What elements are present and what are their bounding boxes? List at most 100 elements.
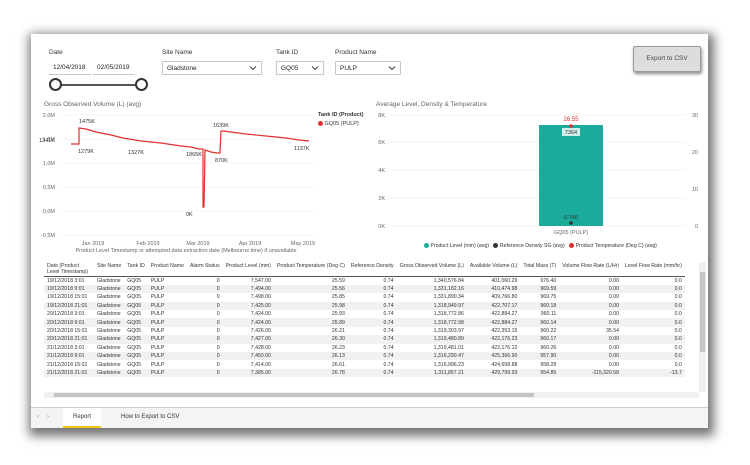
table-cell: 1,331,182.16	[396, 284, 467, 294]
legend-item-label: Reference Density SG (avg)	[499, 243, 565, 249]
table-cell: 0.74	[347, 352, 397, 361]
table-cell: 0	[216, 277, 220, 284]
column-header[interactable]: Product Name	[147, 262, 187, 277]
column-header[interactable]: Gross Observed Volume (L)	[396, 262, 467, 277]
y-right-tick: 0	[695, 224, 698, 230]
legend-item[interactable]: GQ05 (PULP)	[318, 121, 359, 127]
table-cell: 26.61	[331, 361, 345, 368]
table-cell: 0.0	[674, 294, 682, 301]
column-header[interactable]: Total Mass (T)	[520, 262, 560, 277]
column-header[interactable]: Reference Density	[347, 262, 397, 277]
column-header[interactable]: Available Volume (L)	[466, 262, 521, 277]
table-row[interactable]: 19/12/2018 21:01 Gladstone GQ05 PULP 0 7,425.…	[44, 301, 685, 311]
table-row[interactable]: 21/12/2018 9:01 Gladstone GQ05 PULP 0 7,450.0…	[44, 352, 685, 361]
scrollbar-thumb[interactable]	[54, 393, 534, 397]
table-cell: 1,319,303.97	[433, 328, 464, 335]
table-cell: PULP	[147, 335, 187, 344]
table-cell: Gladstone	[94, 352, 125, 361]
legend-dot-icon	[424, 243, 429, 249]
table-horizontal-scrollbar[interactable]	[44, 392, 699, 398]
table-cell: GQ05	[127, 344, 142, 351]
column-header[interactable]: Tank ID	[124, 262, 148, 277]
table-cell: 7,450.00	[222, 352, 274, 361]
y-tick: -0,5M	[41, 233, 55, 239]
table-row[interactable]: 19/12/2018 3:01 Gladstone GQ05 PULP 0 7,547.0…	[44, 277, 685, 285]
table-row[interactable]: 20/12/2018 21:01 Gladstone GQ05 PULP 0 7,427.…	[44, 335, 685, 344]
table-cell: 0.0	[674, 361, 682, 368]
date-slider-end-handle[interactable]	[135, 78, 148, 91]
export-to-csv-button[interactable]: Export to CSV	[633, 46, 701, 72]
x-tick: May 2019	[291, 241, 315, 247]
table-cell: 7,428.00	[250, 344, 271, 351]
table-row[interactable]: 21/12/2018 21:01 Gladstone GQ05 PULP 0 7,385.…	[44, 368, 685, 378]
table-cell: PULP	[150, 277, 165, 284]
date-from-input[interactable]: 12/04/2018	[49, 61, 91, 75]
table-cell: -115,320.58	[559, 368, 623, 378]
table-cell: GQ05	[124, 318, 148, 327]
page-tabs-bar: ‹ › Report How to Export to CSV	[31, 407, 708, 428]
tab-scroll-right-icon[interactable]: ›	[47, 414, 49, 420]
density-marker[interactable]	[569, 221, 573, 225]
table-cell: Gladstone	[97, 311, 121, 318]
table-cell: 1,318,772.86	[433, 311, 464, 318]
annotation-label: 0K	[186, 212, 193, 218]
table-cell: 7,494.00	[222, 284, 274, 294]
table-cell: 7,498.00	[250, 294, 271, 301]
tab-report[interactable]: Report	[63, 408, 102, 428]
annotation-label: 1279K	[78, 149, 94, 155]
table-row[interactable]: 20/12/2018 3:01 Gladstone GQ05 PULP 0 7,424.0…	[44, 310, 685, 318]
date-slider-start-handle[interactable]	[49, 78, 62, 91]
table-cell: GQ05	[124, 301, 148, 311]
table-cell: 19/12/2018 15:01	[47, 294, 88, 301]
table-vertical-scrollbar[interactable]	[699, 262, 706, 392]
table-cell: 0.00	[608, 277, 620, 284]
table-cell: Gladstone	[97, 361, 121, 368]
table-cell: 0.74	[383, 294, 394, 301]
column-header[interactable]: Alarm Status	[186, 262, 223, 277]
date-slider-track[interactable]	[55, 84, 141, 86]
legend-item-label: GQ05 (PULP)	[324, 121, 359, 127]
table-row[interactable]: 20/12/2018 15:01 Gladstone GQ05 PULP 0 7,426.…	[44, 327, 685, 335]
level-bar[interactable]	[539, 125, 603, 226]
column-header[interactable]: Date (Product Level Timestamp)	[44, 262, 94, 277]
table-row[interactable]: 21/12/2018 15:01 Gladstone GQ05 PULP 0 7,414.…	[44, 360, 685, 368]
table-cell: 0.00	[559, 284, 623, 294]
scrollbar-thumb[interactable]	[700, 272, 705, 352]
table-cell: 25.85	[331, 294, 345, 301]
table-cell: 1,318,949.97	[396, 301, 467, 311]
table-cell: GQ05	[124, 284, 148, 294]
site-dropdown[interactable]: Gladstone	[162, 61, 262, 75]
table-cell: Gladstone	[94, 284, 125, 294]
table-cell: 0.74	[383, 344, 394, 351]
table-cell: 0	[186, 318, 223, 327]
tank-dropdown[interactable]: GQ05	[276, 61, 324, 75]
y-right-tick: 10	[692, 187, 698, 193]
tab-scroll-left-icon[interactable]: ‹	[37, 414, 39, 420]
product-dropdown[interactable]: PULP	[335, 61, 401, 75]
column-header[interactable]: Level Flow Rate (mm/hr)	[622, 262, 685, 277]
table-cell: 0.00	[608, 361, 620, 368]
column-header[interactable]: Product Temperature (Deg C)	[273, 262, 348, 277]
table-cell: 0	[186, 335, 223, 344]
table-cell: 960.11	[540, 311, 557, 318]
date-label: Date	[49, 49, 63, 56]
tab-how-to-export[interactable]: How to Export to CSV	[121, 414, 180, 420]
table-row[interactable]: 21/12/2018 3:01 Gladstone GQ05 PULP 0 7,428.0…	[44, 344, 685, 352]
table-cell: 0.00	[608, 294, 620, 301]
table-cell: 0.74	[383, 328, 394, 335]
column-header[interactable]: Volume Flow Rate (L/Hr)	[559, 262, 623, 277]
column-header[interactable]: Product Level (mm)	[222, 262, 274, 277]
temperature-marker[interactable]	[569, 124, 573, 128]
table-cell: GQ05	[127, 361, 142, 368]
table-cell: 7,547.00	[250, 277, 271, 284]
y-left-tick: 2K	[378, 196, 385, 202]
table-cell: 1,316,996.23	[433, 361, 464, 368]
table-cell: 0.0	[674, 311, 682, 318]
table-row[interactable]: 19/12/2018 15:01 Gladstone GQ05 PULP 0 7,498.…	[44, 293, 685, 301]
table-row[interactable]: 19/12/2018 9:01 Gladstone GQ05 PULP 0 7,494.0…	[44, 284, 685, 294]
table-cell: 20/12/2018 21:01	[44, 335, 94, 344]
table-cell: 21/12/2018 9:01	[44, 352, 94, 361]
date-to-input[interactable]: 02/05/2019	[93, 61, 135, 75]
table-row[interactable]: 20/12/2018 9:01 Gladstone GQ05 PULP 0 7,424.0…	[44, 318, 685, 327]
column-header[interactable]: Site Name	[94, 262, 125, 277]
